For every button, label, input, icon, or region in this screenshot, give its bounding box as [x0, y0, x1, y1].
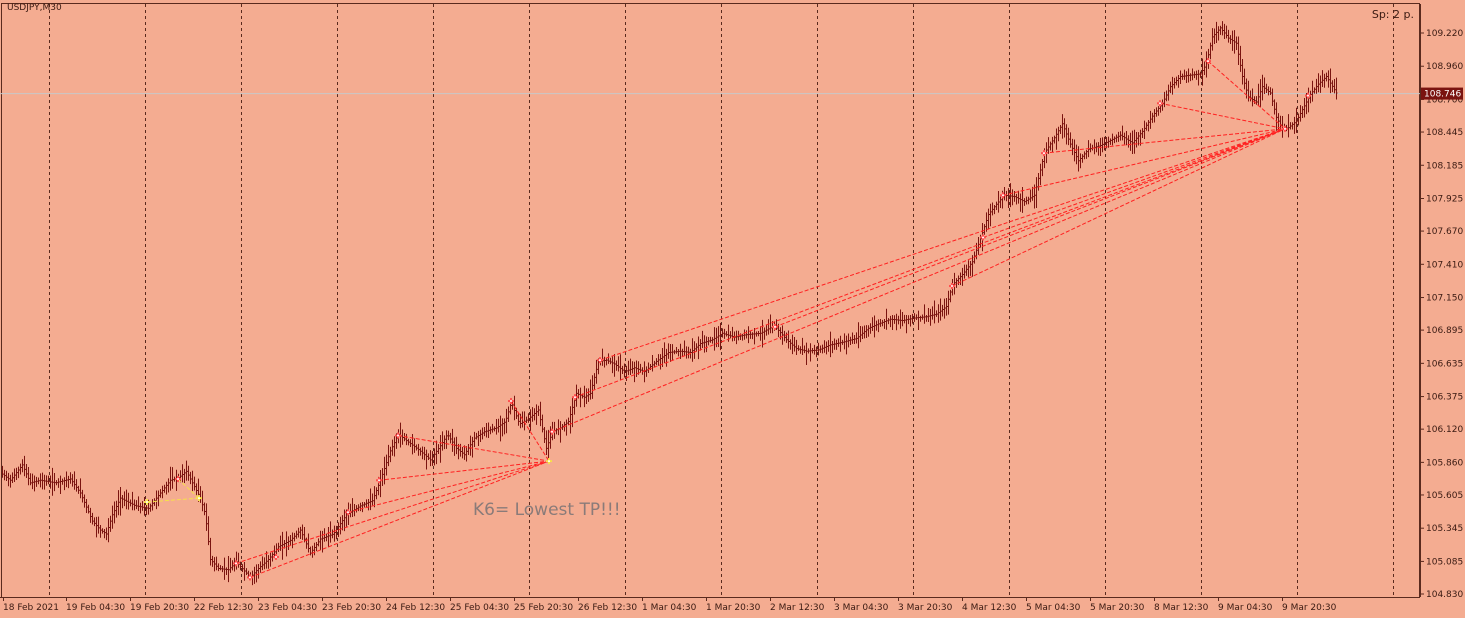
current-price-box	[1421, 87, 1463, 100]
marker-dot-0	[177, 477, 179, 480]
y-tick-label-13: 105.860	[1426, 458, 1463, 468]
marker-dot-2	[146, 500, 148, 503]
x-tick-label-17: 5 Mar 20:30	[1090, 603, 1145, 613]
marker-dot-5	[275, 555, 277, 558]
trend-line-3	[235, 460, 550, 564]
marker-dot-7	[378, 479, 380, 482]
trend-line-10	[599, 128, 1286, 361]
current-price-label: 108.746	[1424, 90, 1461, 100]
marker-dot-9	[510, 400, 512, 403]
marker-dot-3	[235, 562, 237, 565]
trend-line-5	[378, 460, 550, 481]
symbol-label: USDJPY,M30	[7, 3, 62, 13]
marker-dot-14	[774, 325, 776, 328]
spread-label: Sp: 2 p.	[1371, 8, 1414, 21]
y-tick-label-4: 108.185	[1426, 161, 1463, 171]
x-tick-label-20: 9 Mar 20:30	[1282, 603, 1337, 613]
trend-line-1	[146, 497, 200, 503]
trend-line-15	[1043, 128, 1286, 154]
x-tick-label-12: 2 Mar 12:30	[770, 603, 825, 613]
x-tick-label-10: 1 Mar 04:30	[642, 603, 697, 613]
trend-line-13	[982, 128, 1286, 238]
x-tick-label-7: 25 Feb 04:30	[450, 603, 509, 613]
marker-dot-19	[1159, 102, 1161, 105]
annotation-label: K6= Lowest TP!!!	[473, 500, 621, 520]
x-tick-label-13: 3 Mar 04:30	[834, 603, 889, 613]
trend-line-11	[774, 128, 1286, 328]
marker-dot-17	[1002, 194, 1004, 197]
marker-dot-16	[982, 236, 984, 239]
y-tick-label-11: 106.375	[1426, 393, 1463, 403]
x-tick-label-8: 25 Feb 20:30	[514, 603, 573, 613]
y-tick-label-9: 106.895	[1426, 326, 1463, 336]
x-tick-label-9: 26 Feb 12:30	[578, 603, 637, 613]
x-tick-label-1: 19 Feb 04:30	[66, 603, 125, 613]
trend-line-6	[397, 435, 550, 462]
trend-line-16	[1159, 102, 1286, 130]
marker-dot-6	[347, 511, 349, 514]
y-tick-label-14: 105.605	[1426, 491, 1463, 501]
x-tick-label-4: 23 Feb 04:30	[258, 603, 317, 613]
y-tick-label-10: 106.635	[1426, 359, 1463, 369]
y-tick-label-7: 107.410	[1426, 260, 1463, 270]
x-tick-label-19: 9 Mar 04:30	[1218, 603, 1273, 613]
x-tick-label-6: 24 Feb 12:30	[386, 603, 445, 613]
marker-dot-12	[574, 396, 576, 399]
x-tick-label-3: 22 Feb 12:30	[194, 603, 253, 613]
y-tick-label-8: 107.150	[1426, 294, 1463, 304]
x-tick-label-0: 18 Feb 2021	[3, 603, 59, 613]
y-tick-label-1: 108.960	[1426, 62, 1463, 72]
trend-line-14	[1002, 128, 1286, 196]
x-tick-label-5: 23 Feb 20:30	[322, 603, 381, 613]
marker-dot-8	[397, 434, 399, 437]
x-tick-label-16: 5 Mar 04:30	[1026, 603, 1081, 613]
y-tick-label-5: 107.925	[1426, 194, 1463, 204]
marker-dot-20	[1207, 60, 1209, 63]
y-tick-label-16: 105.085	[1426, 557, 1463, 567]
marker-dot-1	[198, 497, 200, 500]
trend-line-2	[249, 460, 550, 578]
trend-line-17	[1207, 60, 1286, 130]
y-tick-label-15: 105.345	[1426, 524, 1463, 534]
trend-line-12	[951, 128, 1286, 287]
marker-dot-13	[599, 359, 601, 362]
y-tick-label-2: 108.700	[1426, 95, 1463, 105]
y-tick-label-6: 107.670	[1426, 227, 1463, 237]
y-tick-label-0: 109.220	[1426, 29, 1463, 39]
y-tick-label-3: 108.445	[1426, 128, 1463, 138]
marker-dot-15	[951, 285, 953, 288]
marker-dot-18	[1043, 152, 1045, 155]
y-tick-label-12: 106.120	[1426, 425, 1463, 435]
trend-line-0	[177, 478, 200, 499]
x-tick-label-18: 8 Mar 12:30	[1154, 603, 1209, 613]
marker-dot-4	[249, 576, 251, 579]
trend-line-8	[551, 128, 1286, 433]
x-tick-label-15: 4 Mar 12:30	[962, 603, 1017, 613]
x-tick-label-2: 19 Feb 20:30	[130, 603, 189, 613]
x-tick-label-11: 1 Mar 20:30	[706, 603, 761, 613]
marker-dot-11	[551, 430, 553, 433]
y-tick-label-17: 104.830	[1426, 590, 1463, 600]
trend-line-9	[574, 128, 1286, 398]
marker-dot-22	[1307, 94, 1309, 97]
trend-line-4	[347, 460, 550, 513]
marker-dot-21	[1284, 127, 1286, 130]
marker-dot-10	[548, 460, 550, 463]
x-tick-label-14: 3 Mar 20:30	[898, 603, 953, 613]
